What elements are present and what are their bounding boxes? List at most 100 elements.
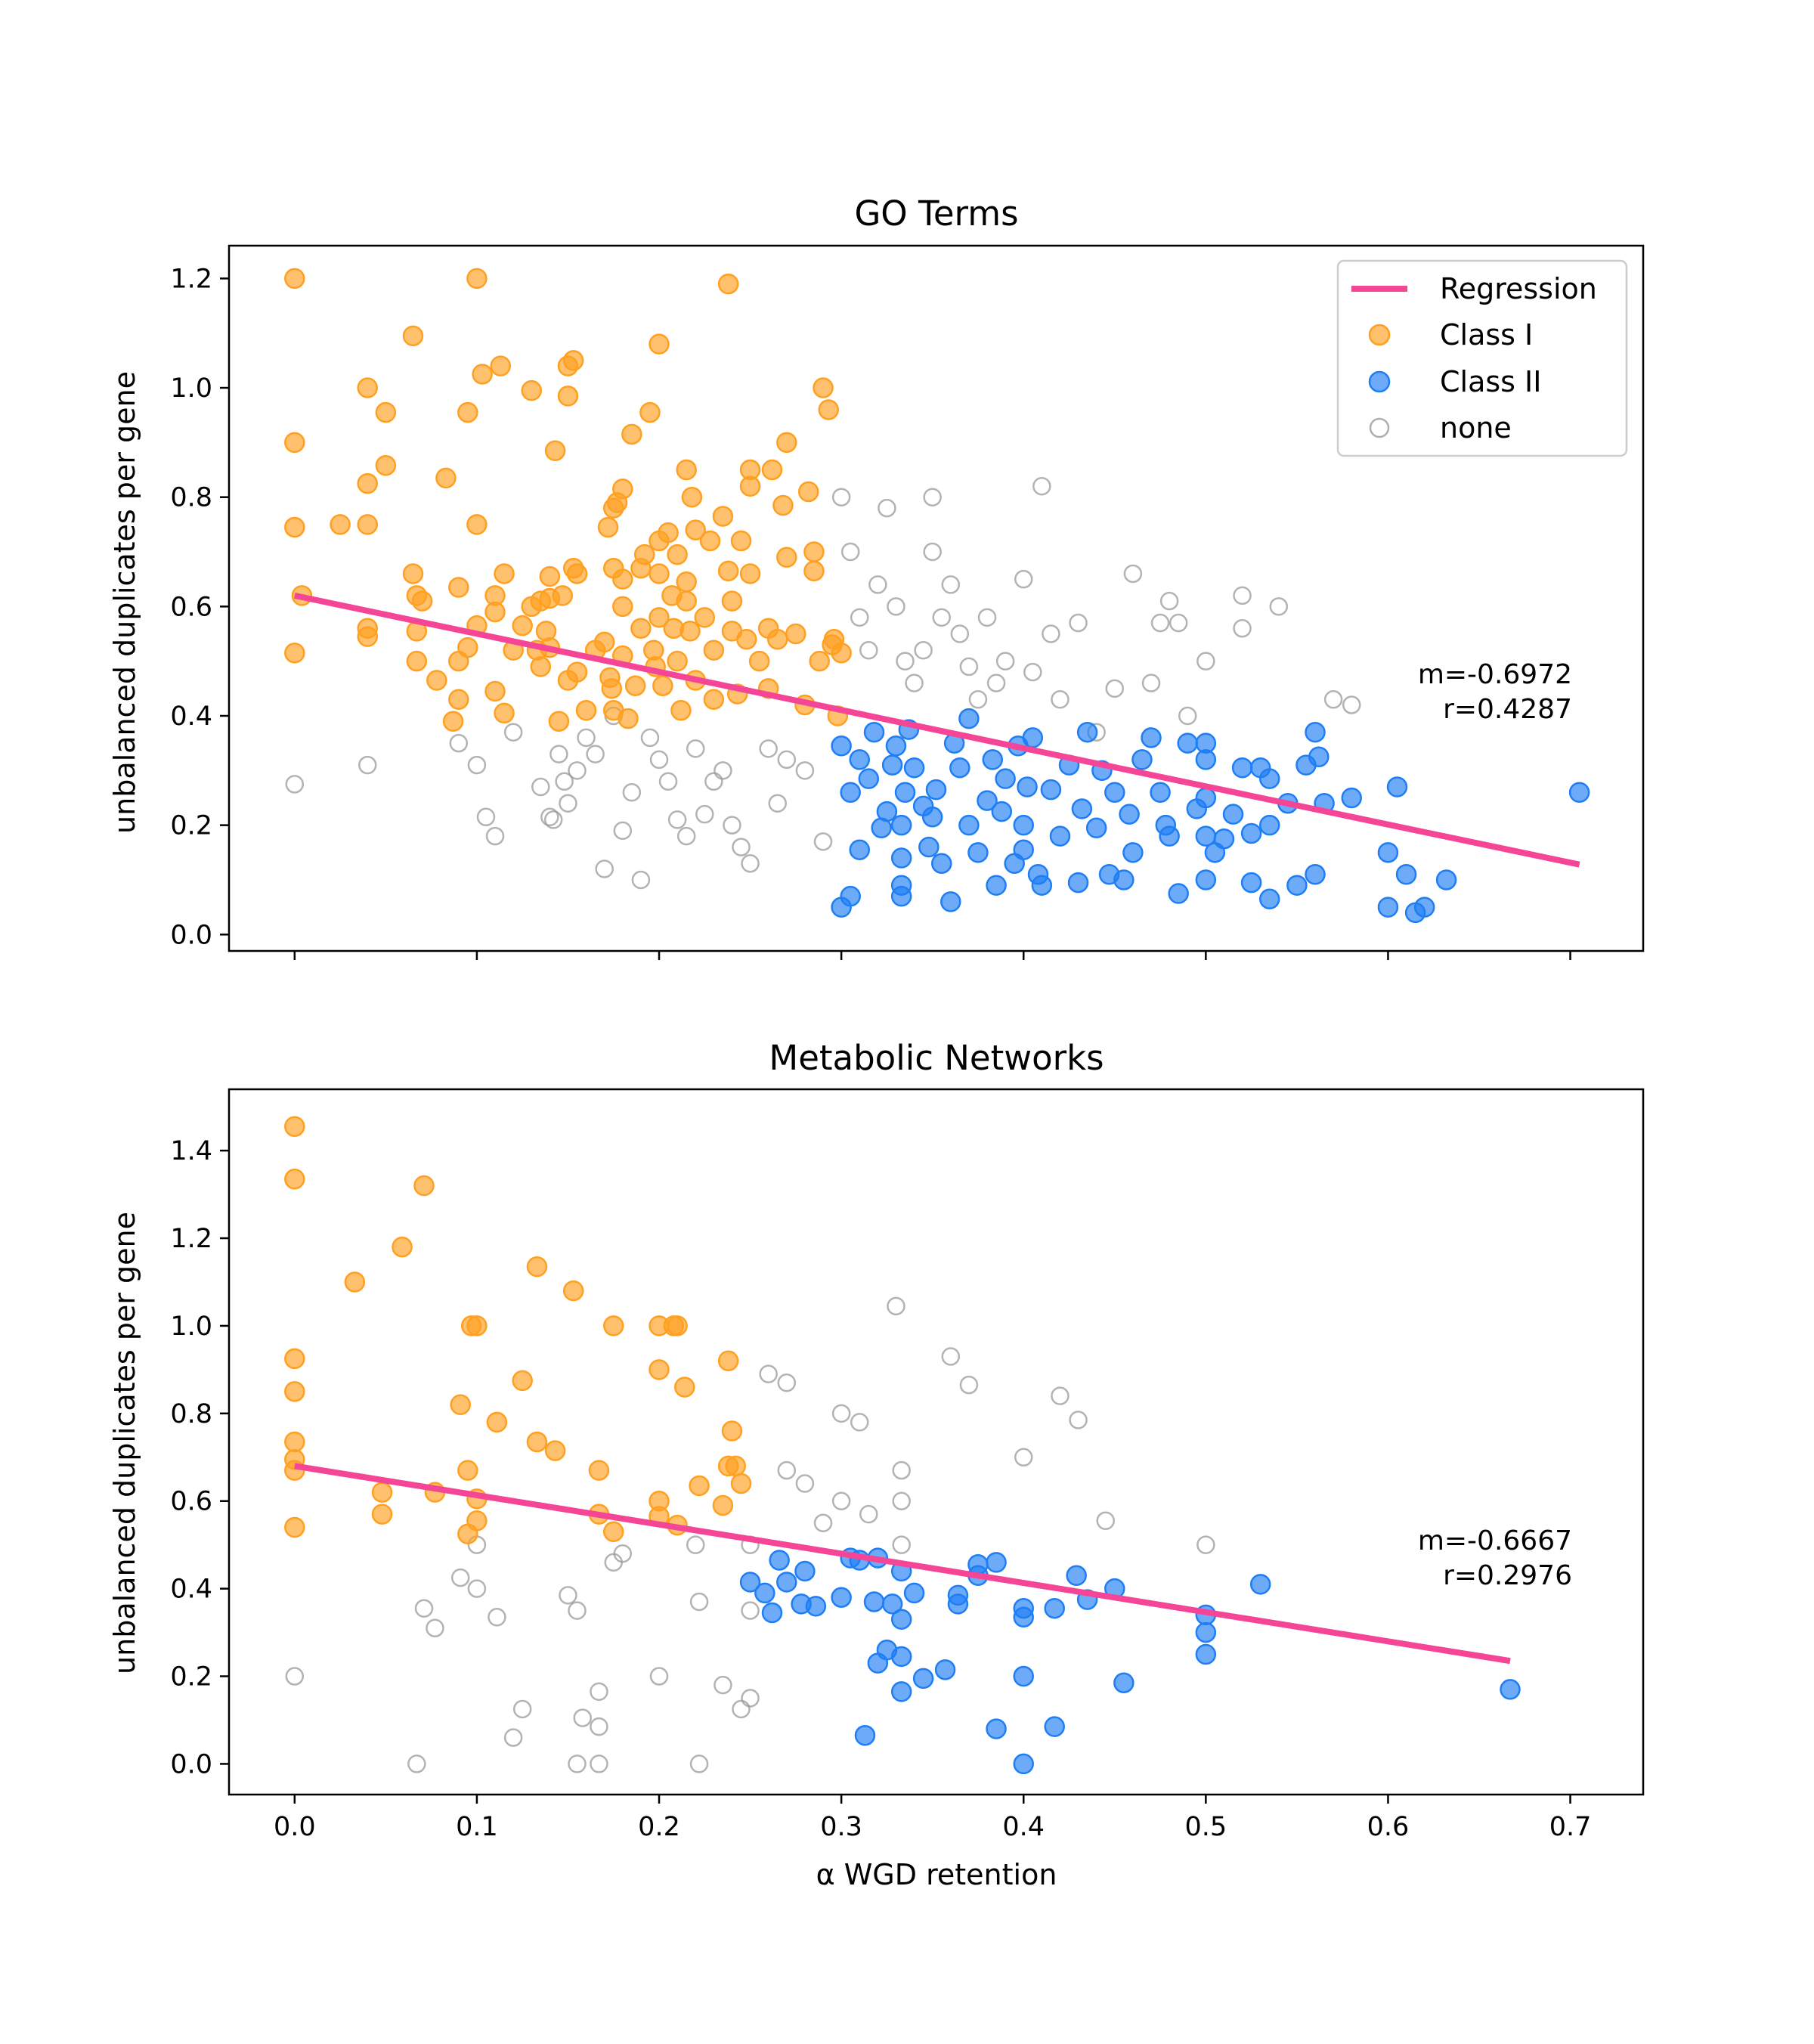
- point-class-ii: [1195, 749, 1217, 770]
- point-class-i: [797, 481, 819, 503]
- point-class-i: [357, 377, 378, 398]
- point-class-i: [649, 333, 670, 355]
- point-class-i: [776, 547, 797, 568]
- point-none: [995, 652, 1015, 670]
- point-class-i: [448, 689, 469, 711]
- point-class-ii: [1249, 1574, 1271, 1595]
- point-class-i: [284, 643, 305, 664]
- point-class-i: [562, 1280, 584, 1302]
- point-none: [549, 745, 568, 763]
- point-none: [795, 761, 815, 780]
- point-class-i: [739, 475, 761, 497]
- point-none: [686, 1535, 705, 1554]
- point-none: [622, 783, 642, 802]
- point-none: [959, 1375, 979, 1395]
- y-axis-label: unbalanced duplicates per gene: [108, 1212, 141, 1674]
- point-none: [590, 1754, 608, 1773]
- point-class-i: [526, 1431, 548, 1453]
- point-class-i: [667, 544, 688, 565]
- point-class-i: [512, 1370, 533, 1392]
- point-none: [795, 1474, 815, 1493]
- point-none: [905, 674, 924, 692]
- point-none: [449, 733, 469, 753]
- point-class-ii: [1222, 804, 1244, 825]
- point-class-i: [676, 459, 697, 481]
- point-class-ii: [863, 1591, 885, 1612]
- point-class-i: [284, 1169, 305, 1190]
- point-none: [892, 1460, 911, 1480]
- point-none: [568, 1754, 587, 1773]
- point-class-i: [612, 596, 633, 618]
- legend-label-class-ii: Class II: [1440, 365, 1541, 398]
- point-class-ii: [1395, 863, 1417, 885]
- point-class-ii: [1044, 1597, 1065, 1619]
- point-class-i: [694, 607, 716, 628]
- point-none: [1233, 586, 1252, 605]
- point-class-ii: [912, 1668, 934, 1689]
- point-class-ii: [1341, 787, 1362, 809]
- point-class-i: [375, 454, 397, 476]
- point-class-ii: [925, 779, 947, 801]
- x-tick-label: 0.6: [1367, 1812, 1410, 1842]
- point-class-i: [670, 700, 692, 721]
- point-class-i: [712, 1494, 734, 1516]
- point-class-i: [472, 364, 493, 385]
- point-class-ii: [831, 736, 852, 757]
- point-class-i: [803, 541, 825, 562]
- point-class-i: [612, 478, 633, 500]
- point-class-ii: [1240, 872, 1262, 893]
- point-none: [667, 810, 687, 829]
- point-class-i: [357, 626, 378, 647]
- legend-marker-class-i: [1368, 324, 1391, 346]
- point-class-ii: [849, 749, 870, 770]
- point-none: [559, 794, 577, 813]
- point-none: [488, 1608, 506, 1627]
- point-class-i: [562, 350, 584, 371]
- point-none: [892, 1491, 911, 1510]
- point-none: [714, 761, 732, 780]
- point-none: [896, 652, 915, 670]
- point-class-ii: [890, 875, 912, 896]
- point-class-i: [721, 590, 743, 612]
- point-class-ii: [754, 1582, 775, 1604]
- slope-annotation: m=-0.6667: [1418, 1525, 1572, 1556]
- point-class-i: [689, 1475, 710, 1497]
- point-none: [759, 739, 778, 758]
- point-class-i: [593, 631, 615, 653]
- point-none: [450, 1568, 470, 1587]
- point-class-i: [539, 565, 561, 587]
- point-class-ii: [1413, 897, 1435, 918]
- point-class-i: [552, 585, 573, 606]
- point-none: [923, 542, 942, 562]
- point-none: [695, 804, 714, 824]
- point-class-ii: [1195, 1621, 1217, 1643]
- point-class-i: [703, 640, 725, 661]
- chart-title: GO Terms: [854, 194, 1018, 234]
- point-class-i: [717, 273, 739, 295]
- point-none: [1051, 1386, 1070, 1405]
- point-none: [968, 690, 988, 709]
- point-none: [941, 575, 961, 594]
- point-class-ii: [794, 1560, 816, 1582]
- point-class-ii: [918, 836, 940, 858]
- point-none: [604, 1553, 623, 1572]
- point-class-i: [284, 432, 305, 454]
- y-tick-label: 0.2: [170, 811, 212, 841]
- regression-layer: [293, 592, 1580, 868]
- point-class-ii: [831, 1587, 852, 1608]
- point-class-i: [486, 1411, 508, 1433]
- point-class-ii: [1085, 817, 1107, 839]
- axis-ticks: 0.0 0.1 0.2 0.3 0.4 0.5 0.6 0.7 0.0 0.2 0.4 0.6 0.8 1…: [170, 1136, 1591, 1842]
- point-class-ii: [1049, 825, 1071, 847]
- point-class-i: [602, 1315, 624, 1336]
- point-class-i: [466, 1510, 488, 1531]
- point-class-i: [730, 530, 752, 552]
- point-class-i: [588, 1460, 610, 1481]
- point-none: [676, 826, 696, 846]
- point-none: [414, 1599, 434, 1618]
- point-class-ii: [1141, 727, 1162, 748]
- point-class-i: [730, 1473, 752, 1494]
- y-tick-label: 0.4: [170, 1575, 212, 1605]
- point-none: [887, 1296, 905, 1316]
